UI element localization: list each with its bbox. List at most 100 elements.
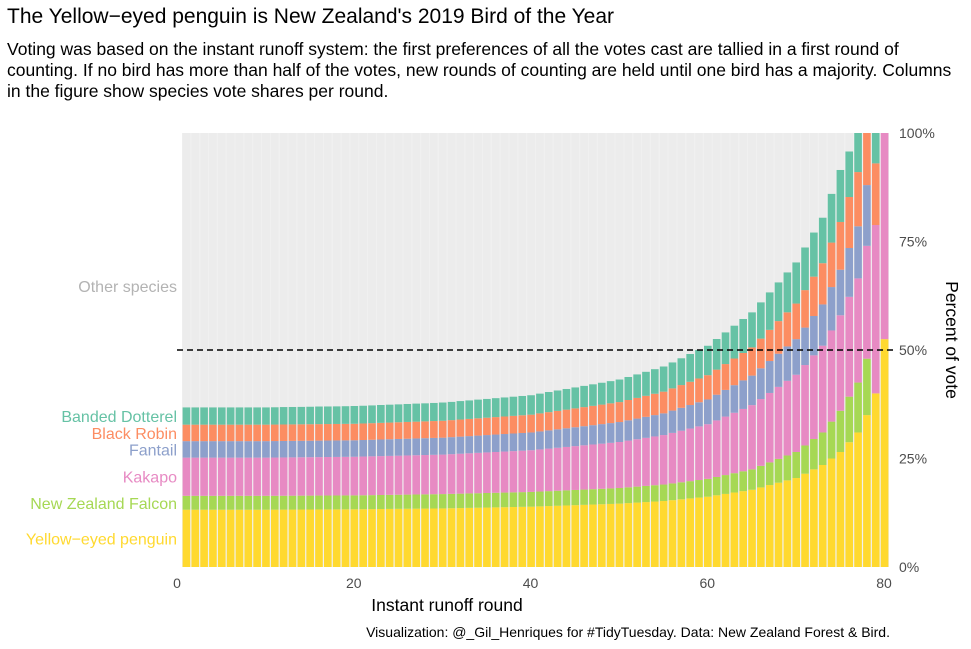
bar-segment-other — [421, 133, 429, 404]
y-tick-label: 50% — [899, 342, 927, 358]
bar-segment — [394, 438, 403, 456]
bar-segment — [270, 495, 279, 510]
bar-segment — [624, 440, 633, 488]
bar-segment — [562, 428, 571, 447]
bar-segment — [527, 506, 535, 567]
species-label: Fantail — [129, 442, 177, 459]
bar-segment — [483, 452, 491, 493]
bar-segment — [394, 455, 403, 495]
bar-segment — [527, 450, 535, 492]
bar-segment — [253, 407, 261, 425]
x-tick-label: 20 — [346, 575, 362, 591]
bar-segment — [810, 469, 818, 567]
bar-segment — [686, 481, 694, 499]
bar-segment — [500, 451, 509, 493]
bar-segment — [235, 441, 244, 458]
bar-segment — [253, 441, 261, 458]
bar-segment — [253, 495, 261, 510]
bar-segment-other — [827, 133, 836, 194]
bar-segment — [200, 495, 208, 510]
bar-segment — [712, 476, 721, 496]
bar-segment — [217, 495, 226, 510]
bar-segment — [792, 262, 801, 304]
chart-title: The Yellow−eyed penguin is New Zealand's… — [7, 5, 615, 28]
bar-segment — [253, 424, 261, 442]
bar-segment — [182, 457, 191, 496]
bar-segment — [403, 421, 412, 439]
bar-segment — [456, 436, 465, 454]
bar-segment — [403, 403, 412, 422]
bar-segment-other — [544, 133, 553, 393]
bar-segment — [394, 494, 403, 509]
bar-segment — [421, 494, 429, 509]
bar-segment — [836, 451, 845, 567]
bar-segment — [385, 494, 394, 509]
bar-segment — [456, 401, 465, 420]
bar-segment — [438, 454, 447, 495]
bar-segment — [518, 432, 527, 451]
bar-segment — [695, 378, 703, 403]
bar-segment — [642, 502, 650, 567]
bar-segment — [845, 248, 854, 297]
bar-segment — [447, 508, 456, 567]
bar-segment — [465, 436, 474, 454]
bar-segment — [359, 495, 367, 510]
bar-segment — [324, 509, 332, 567]
bar-segment-other — [739, 133, 747, 319]
bar-segment — [650, 369, 659, 394]
bar-segment — [447, 401, 456, 421]
bar-segment — [421, 421, 429, 439]
bar-segment — [783, 380, 792, 456]
bar-segment — [721, 389, 730, 417]
bar-segment — [792, 339, 801, 375]
bar-segment — [810, 276, 818, 316]
bar-segment — [774, 482, 783, 567]
bar-segment — [474, 493, 482, 508]
bar-segment — [297, 440, 306, 458]
bar-segment — [465, 453, 474, 494]
x-axis-ticks: 0 20 40 60 80 — [173, 575, 892, 591]
bar-segment-other — [412, 133, 421, 404]
bar-segment — [704, 375, 712, 400]
bar-segment — [783, 455, 792, 481]
bar-segment — [589, 405, 597, 426]
bar-segment — [324, 495, 332, 510]
bar-segment — [253, 509, 261, 567]
bar-segment — [792, 451, 801, 479]
y-tick-label: 75% — [899, 234, 927, 250]
bar-segment — [650, 415, 659, 437]
bar-segment — [686, 381, 694, 406]
bar-segment — [783, 312, 792, 347]
bar-segment — [730, 358, 739, 386]
bar-segment-other — [580, 133, 588, 386]
bar-segment — [377, 495, 385, 510]
bar-segment-other — [244, 133, 253, 408]
bar-segment-other — [270, 133, 279, 408]
bar-segment — [571, 427, 580, 447]
bar-segment — [518, 492, 527, 507]
bar-segment — [394, 404, 403, 423]
bar-segment — [801, 365, 809, 446]
bar-segment — [324, 406, 332, 425]
bar-segment — [633, 486, 641, 503]
bar-segment — [871, 163, 880, 226]
bar-segment — [544, 448, 553, 492]
bar-segment — [615, 422, 624, 442]
bar-segment — [748, 312, 756, 348]
bar-segment — [262, 441, 270, 458]
bar-segment — [235, 457, 244, 496]
bar-segment — [677, 385, 686, 408]
bar-segment — [748, 405, 756, 470]
bar-segment — [430, 402, 438, 422]
bar-segment-other — [659, 133, 668, 367]
bar-segment — [200, 407, 208, 425]
bar-segment — [863, 245, 871, 359]
bar-segment — [695, 402, 703, 427]
bar-segment — [500, 397, 509, 417]
bar-segment — [368, 405, 376, 424]
bar-segment — [209, 441, 217, 458]
bar-segment — [474, 507, 482, 567]
bar-segment — [765, 392, 774, 463]
bar-segment — [430, 437, 438, 455]
